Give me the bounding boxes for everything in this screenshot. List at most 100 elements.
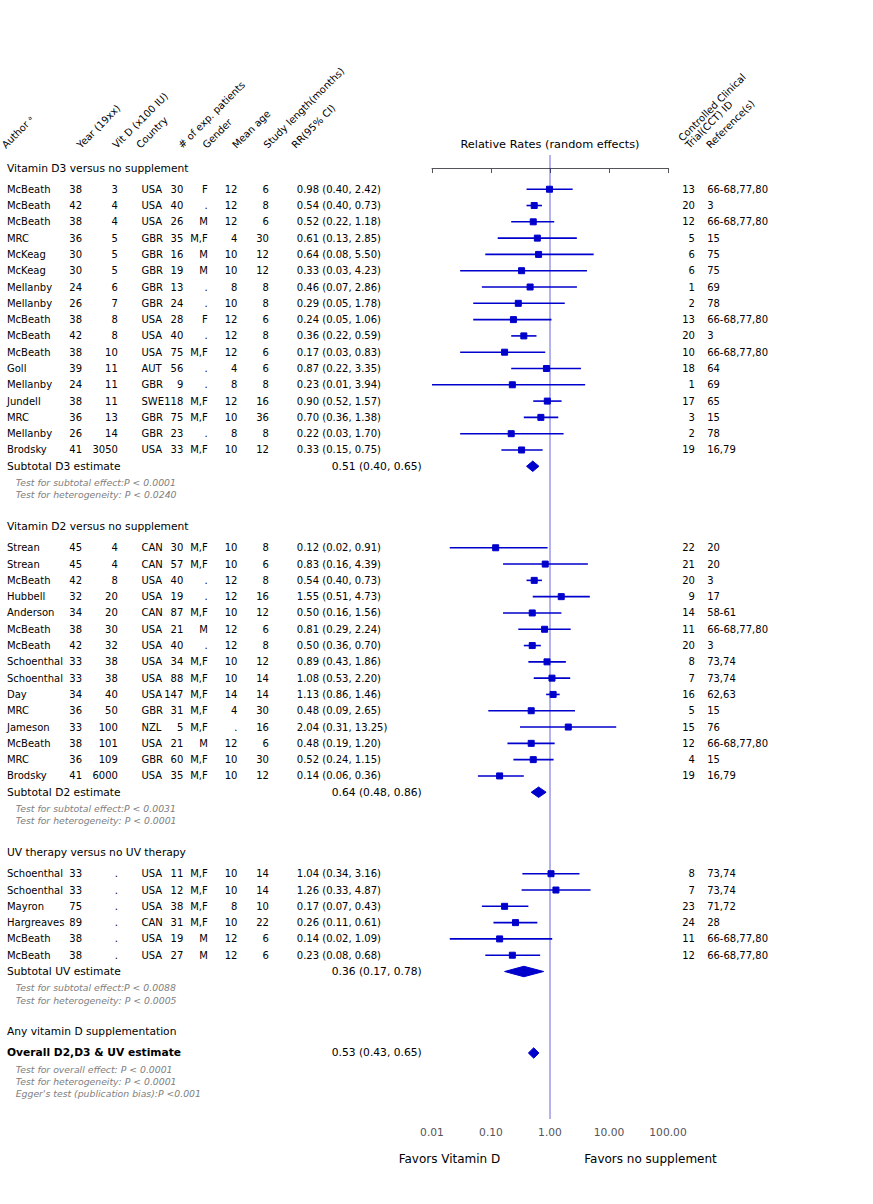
svg-text:75: 75 xyxy=(171,412,184,423)
svg-text:42: 42 xyxy=(69,640,82,651)
svg-text:10: 10 xyxy=(225,917,238,928)
svg-text:M,F: M,F xyxy=(190,233,208,244)
svg-text:8: 8 xyxy=(263,640,269,651)
svg-text:14: 14 xyxy=(256,673,269,684)
svg-text:Mellanby: Mellanby xyxy=(7,282,52,293)
svg-text:M,F: M,F xyxy=(190,770,208,781)
svg-text:USA: USA xyxy=(141,673,162,684)
svg-text:Subtotal D3 estimate: Subtotal D3 estimate xyxy=(7,460,121,473)
svg-text:USA: USA xyxy=(141,933,162,944)
svg-text:M,F: M,F xyxy=(190,901,208,912)
svg-text:73,74: 73,74 xyxy=(707,868,736,879)
svg-text:40: 40 xyxy=(105,689,118,700)
svg-text:12: 12 xyxy=(256,444,269,455)
svg-text:0.50 (0.36, 0.70): 0.50 (0.36, 0.70) xyxy=(297,640,381,651)
svg-text:0.90 (0.52, 1.57): 0.90 (0.52, 1.57) xyxy=(297,396,381,407)
svg-text:10: 10 xyxy=(225,656,238,667)
svg-text:8: 8 xyxy=(231,428,237,439)
svg-text:0.98 (0.40, 2.42): 0.98 (0.40, 2.42) xyxy=(297,184,381,195)
svg-text:M: M xyxy=(199,216,208,227)
svg-text:28: 28 xyxy=(171,314,184,325)
svg-text:30: 30 xyxy=(171,184,184,195)
svg-text:64: 64 xyxy=(707,363,720,374)
svg-text:7: 7 xyxy=(689,673,695,684)
svg-text:15: 15 xyxy=(707,705,720,716)
svg-text:32: 32 xyxy=(69,591,82,602)
svg-text:USA: USA xyxy=(141,885,162,896)
svg-text:.: . xyxy=(115,933,118,944)
svg-text:Test for subtotal effect:P < 0: Test for subtotal effect:P < 0.0001 xyxy=(16,477,176,488)
svg-text:CAN: CAN xyxy=(141,559,162,570)
svg-text:4: 4 xyxy=(111,559,117,570)
svg-text:24: 24 xyxy=(69,379,82,390)
svg-text:Overall D2,D3 & UV estimate: Overall D2,D3 & UV estimate xyxy=(7,1046,181,1059)
svg-text:1.13 (0.86, 1.46): 1.13 (0.86, 1.46) xyxy=(297,689,381,700)
svg-text:12: 12 xyxy=(171,885,184,896)
svg-text:0.17 (0.07, 0.43): 0.17 (0.07, 0.43) xyxy=(297,901,381,912)
svg-text:10: 10 xyxy=(256,901,269,912)
svg-text:M,F: M,F xyxy=(190,559,208,570)
svg-text:38: 38 xyxy=(171,901,184,912)
svg-text:4: 4 xyxy=(111,200,117,211)
svg-text:10: 10 xyxy=(225,868,238,879)
svg-text:12: 12 xyxy=(682,216,695,227)
svg-text:1.08 (0.53, 2.20): 1.08 (0.53, 2.20) xyxy=(297,673,381,684)
svg-text:73,74: 73,74 xyxy=(707,673,736,684)
svg-text:Hargreaves: Hargreaves xyxy=(7,917,64,928)
svg-text:Test for heterogeneity: P < 0.: Test for heterogeneity: P < 0.0001 xyxy=(16,1076,177,1087)
svg-text:10: 10 xyxy=(225,412,238,423)
svg-text:41: 41 xyxy=(69,770,82,781)
svg-text:3050: 3050 xyxy=(92,444,117,455)
svg-text:8: 8 xyxy=(263,330,269,341)
svg-text:16,79: 16,79 xyxy=(707,770,736,781)
svg-text:8: 8 xyxy=(263,542,269,553)
svg-text:12: 12 xyxy=(225,184,238,195)
svg-text:M,F: M,F xyxy=(190,607,208,618)
svg-text:10: 10 xyxy=(225,754,238,765)
svg-text:4: 4 xyxy=(689,754,695,765)
svg-text:McBeath: McBeath xyxy=(7,933,51,944)
svg-text:1.26 (0.33, 4.87): 1.26 (0.33, 4.87) xyxy=(297,885,381,896)
svg-text:.: . xyxy=(115,901,118,912)
svg-text:McBeath: McBeath xyxy=(7,314,51,325)
svg-text:GBR: GBR xyxy=(141,754,163,765)
svg-text:9: 9 xyxy=(177,379,183,390)
svg-text:6: 6 xyxy=(263,347,269,358)
svg-text:38: 38 xyxy=(69,950,82,961)
svg-text:3: 3 xyxy=(689,412,695,423)
svg-text:11: 11 xyxy=(105,363,118,374)
svg-text:USA: USA xyxy=(141,640,162,651)
svg-text:11: 11 xyxy=(105,379,118,390)
svg-text:36: 36 xyxy=(256,412,269,423)
svg-text:USA: USA xyxy=(141,901,162,912)
svg-text:6: 6 xyxy=(263,738,269,749)
svg-text:14: 14 xyxy=(256,868,269,879)
svg-text:13: 13 xyxy=(682,184,695,195)
svg-text:19: 19 xyxy=(682,444,695,455)
svg-text:USA: USA xyxy=(141,314,162,325)
svg-text:12: 12 xyxy=(256,656,269,667)
svg-text:M,F: M,F xyxy=(190,444,208,455)
svg-text:50: 50 xyxy=(105,705,118,716)
svg-text:3: 3 xyxy=(707,200,713,211)
svg-text:38: 38 xyxy=(69,396,82,407)
svg-text:12: 12 xyxy=(225,314,238,325)
svg-text:14: 14 xyxy=(682,607,695,618)
svg-text:33: 33 xyxy=(69,868,82,879)
svg-text:10: 10 xyxy=(225,607,238,618)
svg-text:10: 10 xyxy=(682,347,695,358)
svg-text:12: 12 xyxy=(225,575,238,586)
svg-text:Strean: Strean xyxy=(7,559,40,570)
svg-text:35: 35 xyxy=(171,770,184,781)
svg-text:3: 3 xyxy=(111,184,117,195)
svg-text:60: 60 xyxy=(171,754,184,765)
svg-text:12: 12 xyxy=(225,624,238,635)
svg-text:0.52 (0.24, 1.15): 0.52 (0.24, 1.15) xyxy=(297,754,381,765)
svg-text:12: 12 xyxy=(682,950,695,961)
svg-text:Author ᵃ: Author ᵃ xyxy=(0,114,36,151)
svg-text:Country: Country xyxy=(134,114,170,150)
svg-text:12: 12 xyxy=(225,933,238,944)
svg-text:Mayron: Mayron xyxy=(7,901,44,912)
svg-text:6: 6 xyxy=(263,950,269,961)
svg-text:69: 69 xyxy=(707,282,720,293)
